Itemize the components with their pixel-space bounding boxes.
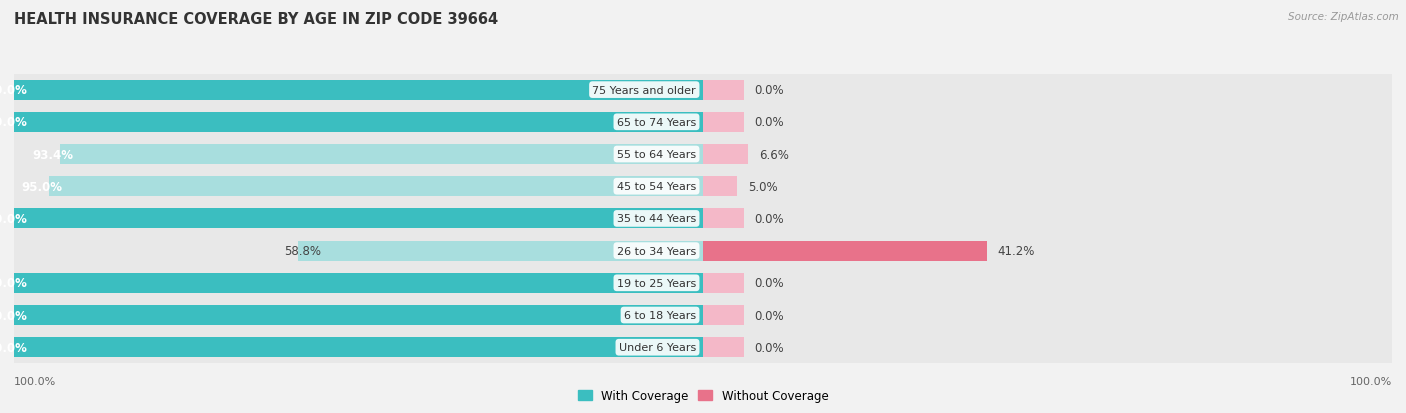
- Text: 0.0%: 0.0%: [755, 84, 785, 97]
- Bar: [703, 177, 738, 197]
- Bar: [14, 81, 703, 100]
- Text: 100.0%: 100.0%: [0, 116, 28, 129]
- Bar: [14, 273, 703, 293]
- Text: 100.0%: 100.0%: [0, 84, 28, 97]
- Text: 58.8%: 58.8%: [284, 244, 321, 257]
- Text: 45 to 54 Years: 45 to 54 Years: [617, 182, 696, 192]
- Bar: [14, 267, 703, 299]
- Bar: [703, 107, 1392, 139]
- Bar: [703, 241, 987, 261]
- Text: Under 6 Years: Under 6 Years: [619, 342, 696, 352]
- Bar: [14, 299, 703, 331]
- Text: 75 Years and older: 75 Years and older: [592, 85, 696, 95]
- Text: 26 to 34 Years: 26 to 34 Years: [617, 246, 696, 256]
- Text: 55 to 64 Years: 55 to 64 Years: [617, 150, 696, 160]
- Text: 6 to 18 Years: 6 to 18 Years: [624, 310, 696, 320]
- Bar: [703, 203, 1392, 235]
- Bar: [14, 235, 703, 267]
- Bar: [703, 305, 744, 325]
- Bar: [703, 113, 744, 133]
- Text: 6.6%: 6.6%: [759, 148, 789, 161]
- Bar: [703, 235, 1392, 267]
- Text: 95.0%: 95.0%: [21, 180, 62, 193]
- Text: 100.0%: 100.0%: [0, 341, 28, 354]
- Text: HEALTH INSURANCE COVERAGE BY AGE IN ZIP CODE 39664: HEALTH INSURANCE COVERAGE BY AGE IN ZIP …: [14, 12, 498, 27]
- Bar: [14, 305, 703, 325]
- Bar: [14, 337, 703, 357]
- Text: 93.4%: 93.4%: [32, 148, 73, 161]
- Bar: [14, 331, 703, 363]
- Bar: [703, 331, 1392, 363]
- Bar: [48, 177, 703, 197]
- Bar: [703, 267, 1392, 299]
- Text: 100.0%: 100.0%: [0, 212, 28, 225]
- Text: 0.0%: 0.0%: [755, 212, 785, 225]
- Text: 100.0%: 100.0%: [14, 376, 56, 386]
- Text: 0.0%: 0.0%: [755, 277, 785, 290]
- Bar: [14, 171, 703, 203]
- Text: 0.0%: 0.0%: [755, 116, 785, 129]
- Text: 0.0%: 0.0%: [755, 309, 785, 322]
- Legend: With Coverage, Without Coverage: With Coverage, Without Coverage: [572, 385, 834, 407]
- Text: 19 to 25 Years: 19 to 25 Years: [617, 278, 696, 288]
- Bar: [703, 299, 1392, 331]
- Bar: [298, 241, 703, 261]
- Bar: [703, 74, 1392, 107]
- Text: 100.0%: 100.0%: [0, 309, 28, 322]
- Text: 100.0%: 100.0%: [1350, 376, 1392, 386]
- Bar: [703, 209, 744, 229]
- Bar: [703, 273, 744, 293]
- Bar: [59, 145, 703, 165]
- Bar: [14, 209, 703, 229]
- Text: 65 to 74 Years: 65 to 74 Years: [617, 118, 696, 128]
- Bar: [703, 171, 1392, 203]
- Text: 35 to 44 Years: 35 to 44 Years: [617, 214, 696, 224]
- Bar: [703, 145, 748, 165]
- Bar: [703, 139, 1392, 171]
- Text: 0.0%: 0.0%: [755, 341, 785, 354]
- Text: 5.0%: 5.0%: [748, 180, 778, 193]
- Bar: [14, 113, 703, 133]
- Text: 100.0%: 100.0%: [0, 277, 28, 290]
- Bar: [703, 81, 744, 100]
- Bar: [703, 337, 744, 357]
- Bar: [14, 74, 703, 107]
- Bar: [14, 107, 703, 139]
- Bar: [14, 203, 703, 235]
- Text: Source: ZipAtlas.com: Source: ZipAtlas.com: [1288, 12, 1399, 22]
- Bar: [14, 139, 703, 171]
- Text: 41.2%: 41.2%: [997, 244, 1035, 257]
